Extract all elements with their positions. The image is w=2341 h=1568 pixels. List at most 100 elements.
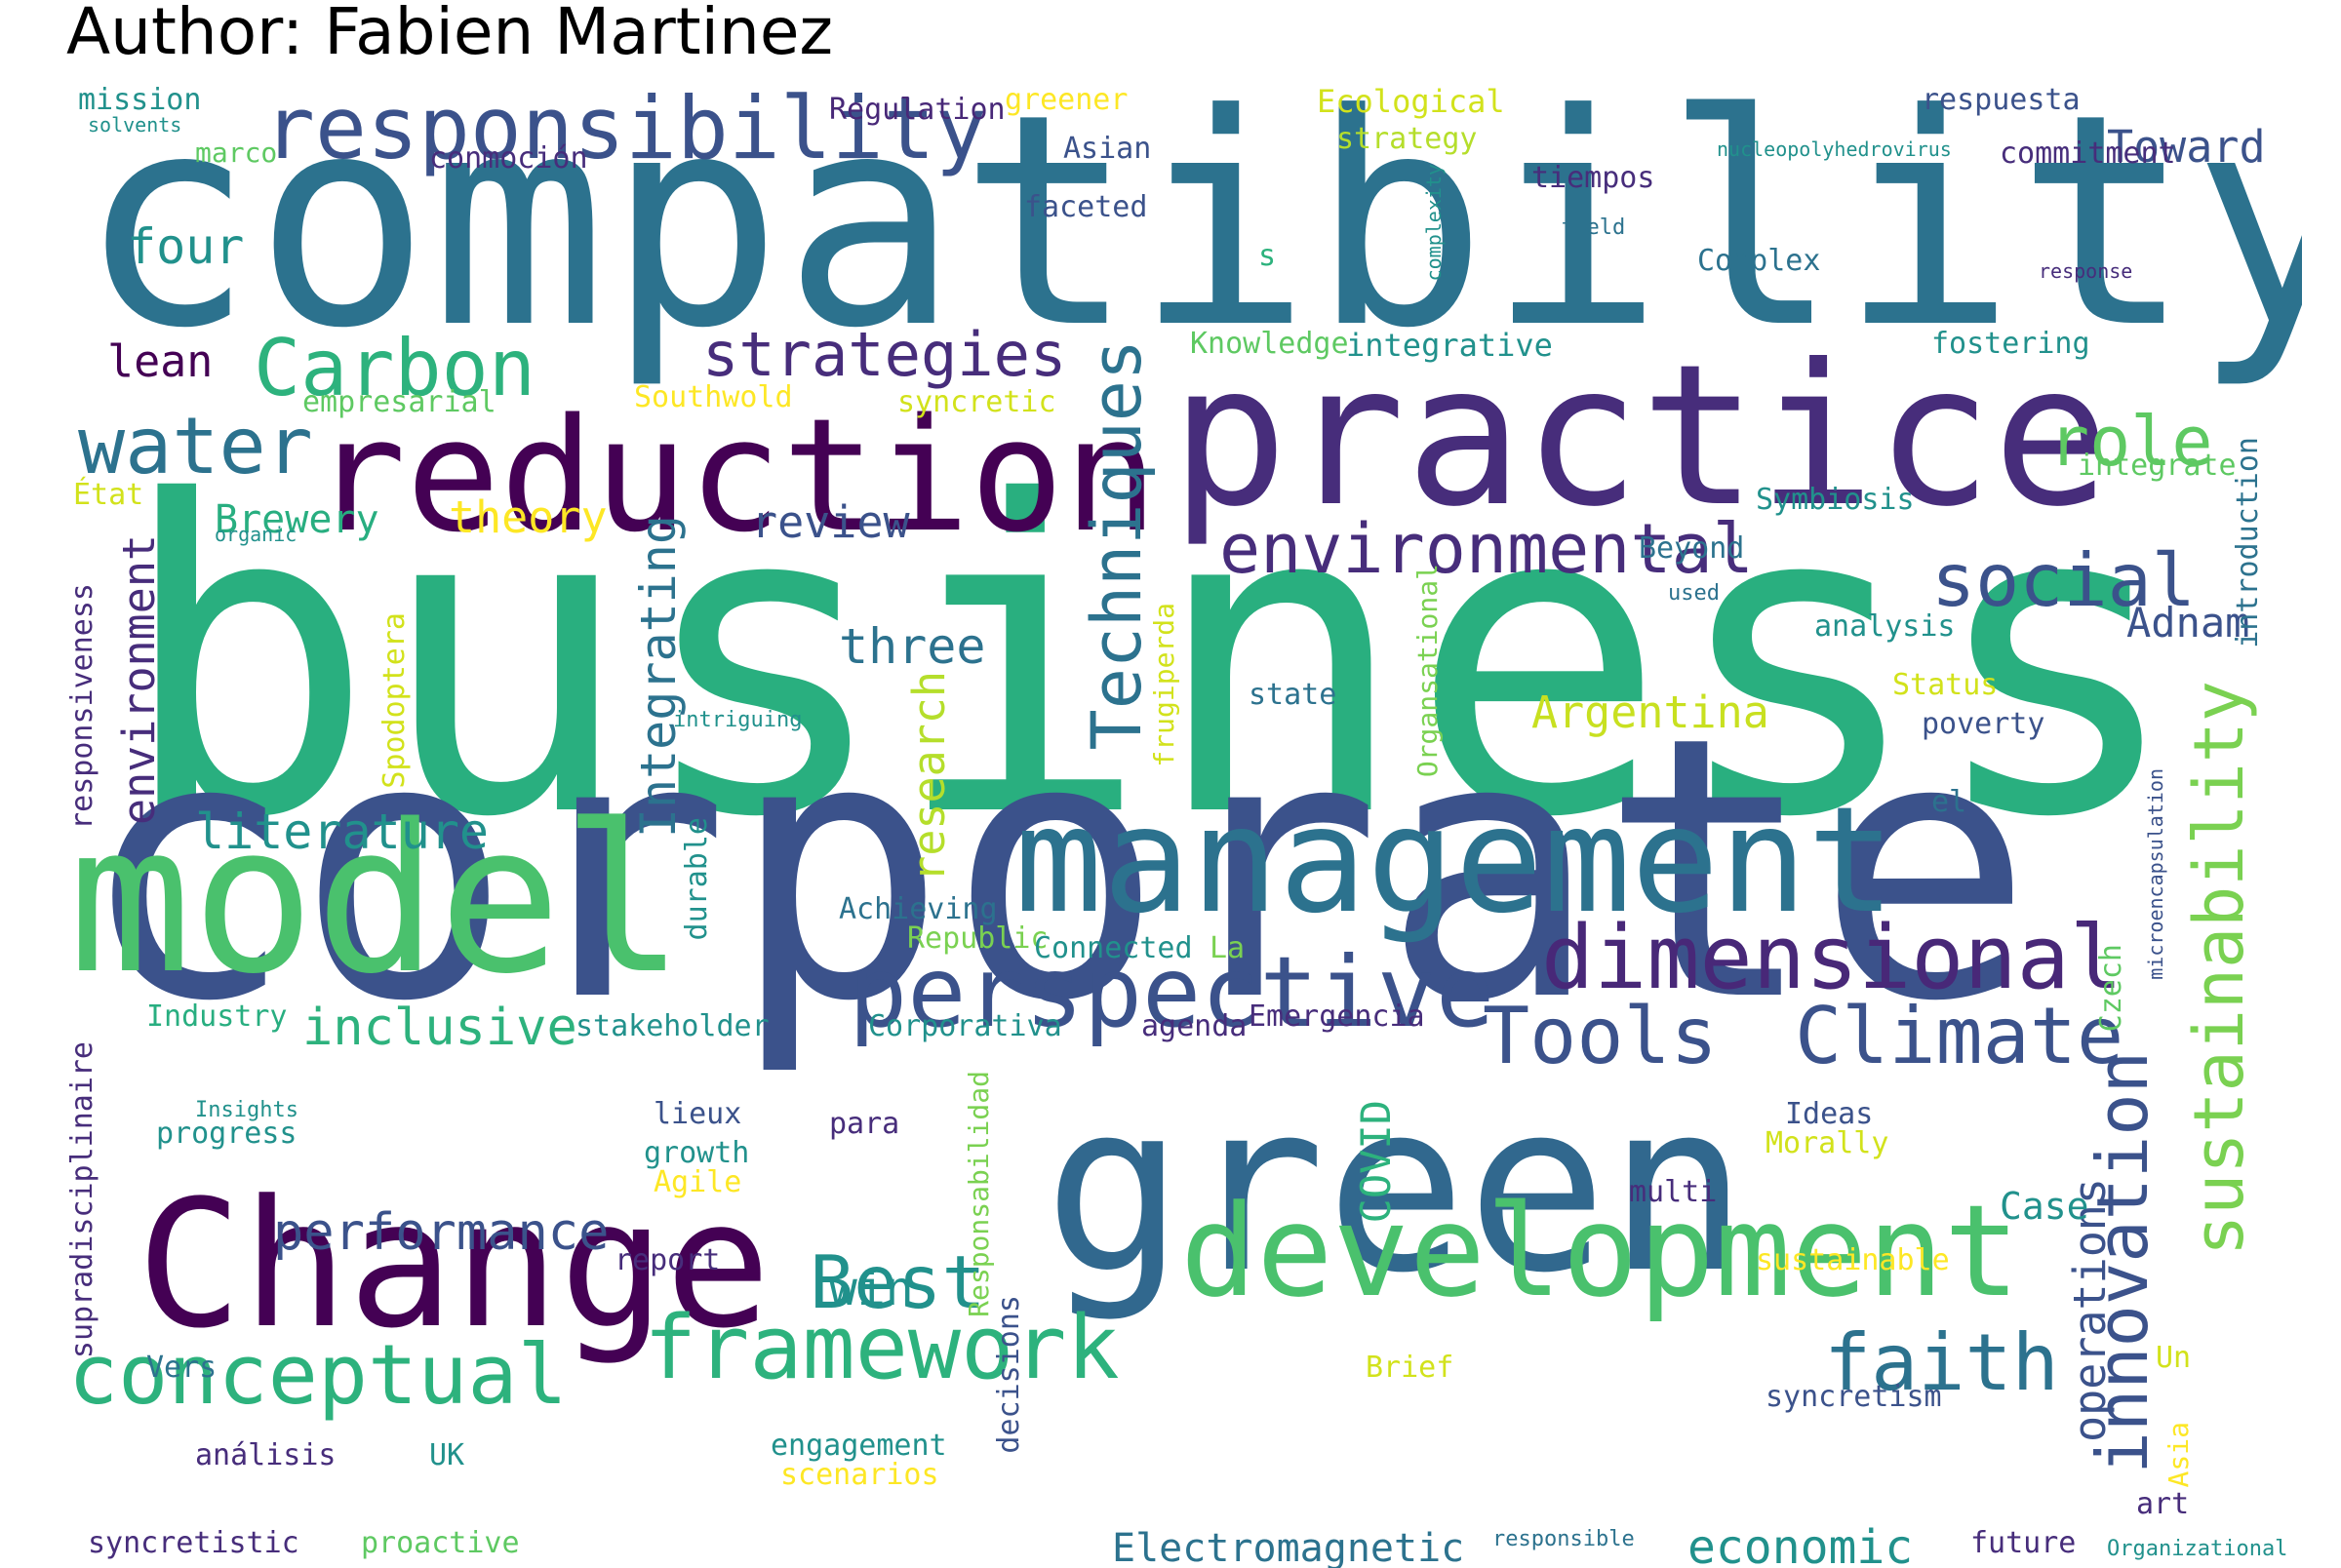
word-syncretistic: syncretistic: [88, 1526, 299, 1560]
word-progress: progress: [156, 1117, 298, 1151]
word-used: used: [1668, 581, 1720, 606]
word-emergencia: Emergencia: [1249, 1000, 1425, 1034]
word-model: model: [68, 780, 686, 1019]
word-industry: Industry: [146, 1000, 288, 1034]
word-la: La: [1210, 931, 1246, 965]
word-decisions: decisions: [992, 1295, 1026, 1454]
word-uk: UK: [429, 1438, 465, 1472]
word-development: development: [1180, 1177, 2020, 1325]
word-solvents: solvents: [88, 113, 182, 137]
word-three: three: [839, 618, 986, 675]
word-complexity: complexity: [1422, 164, 1446, 282]
word-cloud: business compatibility corporate model green…: [59, 86, 2302, 1568]
word-faceted: faceted: [1024, 190, 1148, 224]
word-future: future: [1970, 1526, 2077, 1560]
word-response: response: [2039, 259, 2133, 283]
word-tiempos: tiempos: [1531, 161, 1655, 195]
word-stakeholder: stakeholder: [575, 1009, 770, 1043]
word-regulation: Regulation: [829, 93, 1006, 127]
word-literature: literature: [195, 804, 490, 860]
word-framework: framework: [644, 1297, 1120, 1399]
word-engagement: engagement: [771, 1429, 947, 1463]
word-role: role: [2048, 402, 2213, 482]
word-intriguing: intriguing: [673, 708, 803, 732]
word-lean: lean: [107, 335, 214, 387]
word-organsational: Organsational: [1411, 564, 1444, 778]
word-review: review: [751, 496, 910, 548]
word-corporativa: Corporativa: [868, 1009, 1062, 1043]
word-environmental: environmental: [1219, 509, 1754, 589]
word-poverty: poverty: [1922, 707, 2045, 741]
word-knowledge: Knowledge: [1190, 327, 1349, 361]
word-reduction: reduction: [312, 384, 1158, 567]
word-beyond: Beyond: [1639, 531, 1745, 566]
word-republic: Republic: [907, 921, 1049, 956]
word-responsiveness: responsiveness: [65, 583, 99, 830]
word-covid: COVID: [1352, 1100, 1400, 1224]
word-multi: multi: [1629, 1175, 1718, 1209]
word-perspective: perspective: [849, 935, 1495, 1049]
word-para: para: [829, 1107, 900, 1141]
word-growth: growth: [644, 1136, 750, 1170]
word-durable: durable: [680, 817, 714, 941]
word-field: field: [1561, 216, 1626, 240]
word-inclusive: inclusive: [302, 999, 577, 1057]
word-introduction: introduction: [2231, 437, 2265, 648]
word-ideas: Ideas: [1785, 1097, 1874, 1131]
word-connected: Connected: [1034, 931, 1193, 965]
word-spodoptera: Spodoptera: [377, 612, 412, 789]
word-practice: practice: [1170, 323, 2111, 550]
word-compatibility: compatibility: [78, 86, 2302, 392]
word-conmocion: conmoción: [429, 141, 588, 176]
word-argentina: Argentina: [1531, 686, 1769, 738]
word-carbon: Carbon: [254, 323, 536, 413]
word-marco: marco: [195, 137, 278, 169]
word-scenarios: scenarios: [780, 1458, 939, 1492]
word-techniques: Techniques: [1077, 339, 1157, 751]
word-organizational: Organizational: [2107, 1537, 2288, 1561]
word-integrating: Integrating: [630, 515, 687, 839]
word-adnam: Adnam: [2126, 599, 2250, 647]
word-case: Case: [2000, 1185, 2089, 1228]
word-tools: Tools: [1483, 991, 1718, 1081]
word-faith: faith: [1824, 1317, 2059, 1408]
word-best: Best: [810, 1239, 986, 1325]
word-responsibility: responsibility: [263, 86, 987, 178]
word-syncretism: syncretism: [1766, 1380, 1942, 1414]
word-proactive: proactive: [361, 1526, 520, 1560]
word-electromagnetic: Electromagnetic: [1112, 1526, 1465, 1568]
word-brief: Brief: [1366, 1351, 1454, 1385]
word-symbiosis: Symbiosis: [1756, 483, 1915, 517]
word-ecological: Ecological: [1317, 86, 1505, 120]
word-toward: Toward: [2107, 121, 2266, 173]
author-title: Author: Fabien Martinez: [66, 0, 834, 69]
word-status: Status: [1892, 668, 1999, 702]
word-greener: greener: [1005, 86, 1129, 117]
word-czech: Czech: [2094, 944, 2128, 1033]
word-asian: Asian: [1063, 132, 1152, 166]
word-etat: État: [73, 478, 144, 512]
word-conceptual: conceptual: [68, 1327, 568, 1424]
word-report: report: [615, 1243, 721, 1277]
word-integrative: integrative: [1346, 327, 1553, 364]
word-management: management: [1014, 776, 1896, 946]
word-frugiperda: frugiperda: [1148, 603, 1180, 767]
word-sustainable: sustainable: [1756, 1243, 1950, 1277]
word-morally: Morally: [1766, 1126, 1889, 1160]
word-green: green: [1044, 1051, 1749, 1324]
word-performance: performance: [273, 1203, 610, 1262]
word-empresarial: empresarial: [302, 385, 496, 419]
word-strategy: strategy: [1336, 122, 1478, 156]
word-vers: Vers: [146, 1351, 218, 1385]
word-research: research: [903, 671, 955, 882]
word-brewery: Brewery: [215, 497, 379, 542]
word-theory: theory: [449, 491, 608, 543]
word-climate: Climate: [1795, 991, 2124, 1081]
word-environment: environment: [113, 534, 165, 826]
word-complex: Complex: [1697, 244, 1821, 278]
word-fostering: fostering: [1931, 327, 2090, 361]
word-syncretic: syncretic: [897, 385, 1056, 419]
word-supradisciplinaire: supradisciplinaire: [65, 1041, 99, 1359]
word-agile: Agile: [654, 1165, 742, 1199]
word-microencapsulation: microencapsulation: [2144, 768, 2167, 980]
